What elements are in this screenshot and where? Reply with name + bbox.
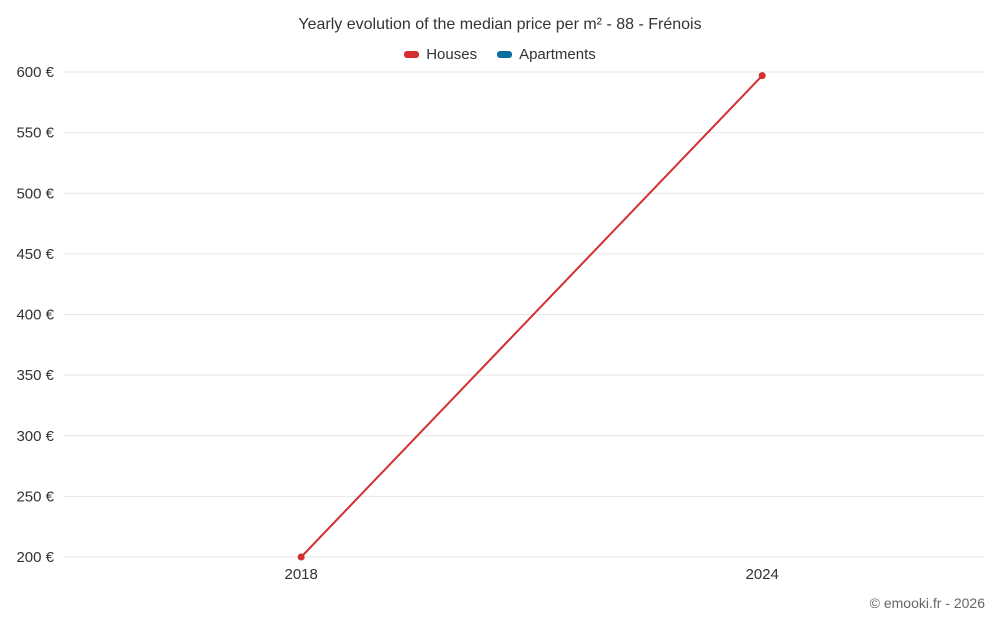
houses-series-swatch <box>404 51 420 58</box>
y-axis-label: 550 € <box>16 125 54 142</box>
y-axis-label: 450 € <box>16 246 54 263</box>
y-axis-label: 500 € <box>16 185 54 202</box>
y-axis-label: 600 € <box>16 64 54 81</box>
legend-item-houses[interactable]: Houses <box>404 46 477 63</box>
copyright: © emooki.fr - 2026 <box>869 595 985 611</box>
apartments-series-swatch <box>497 51 513 58</box>
y-axis-label: 200 € <box>16 549 54 566</box>
x-axis-label: 2024 <box>745 566 778 583</box>
data-point-marker <box>758 72 766 80</box>
legend-item-apartments[interactable]: Apartments <box>497 46 596 63</box>
chart-title: Yearly evolution of the median price per… <box>298 16 702 33</box>
legend-label-apartments: Apartments <box>519 46 596 63</box>
y-axis-label: 250 € <box>16 488 54 505</box>
y-axis-label: 400 € <box>16 307 54 324</box>
x-axis-label: 2018 <box>284 566 317 583</box>
data-point-marker <box>297 553 305 561</box>
series-line-houses <box>300 74 763 558</box>
y-axis-label: 300 € <box>16 428 54 445</box>
legend: Houses Apartments <box>0 46 1000 63</box>
y-axis-label: 350 € <box>16 367 54 384</box>
legend-label-houses: Houses <box>426 46 478 63</box>
